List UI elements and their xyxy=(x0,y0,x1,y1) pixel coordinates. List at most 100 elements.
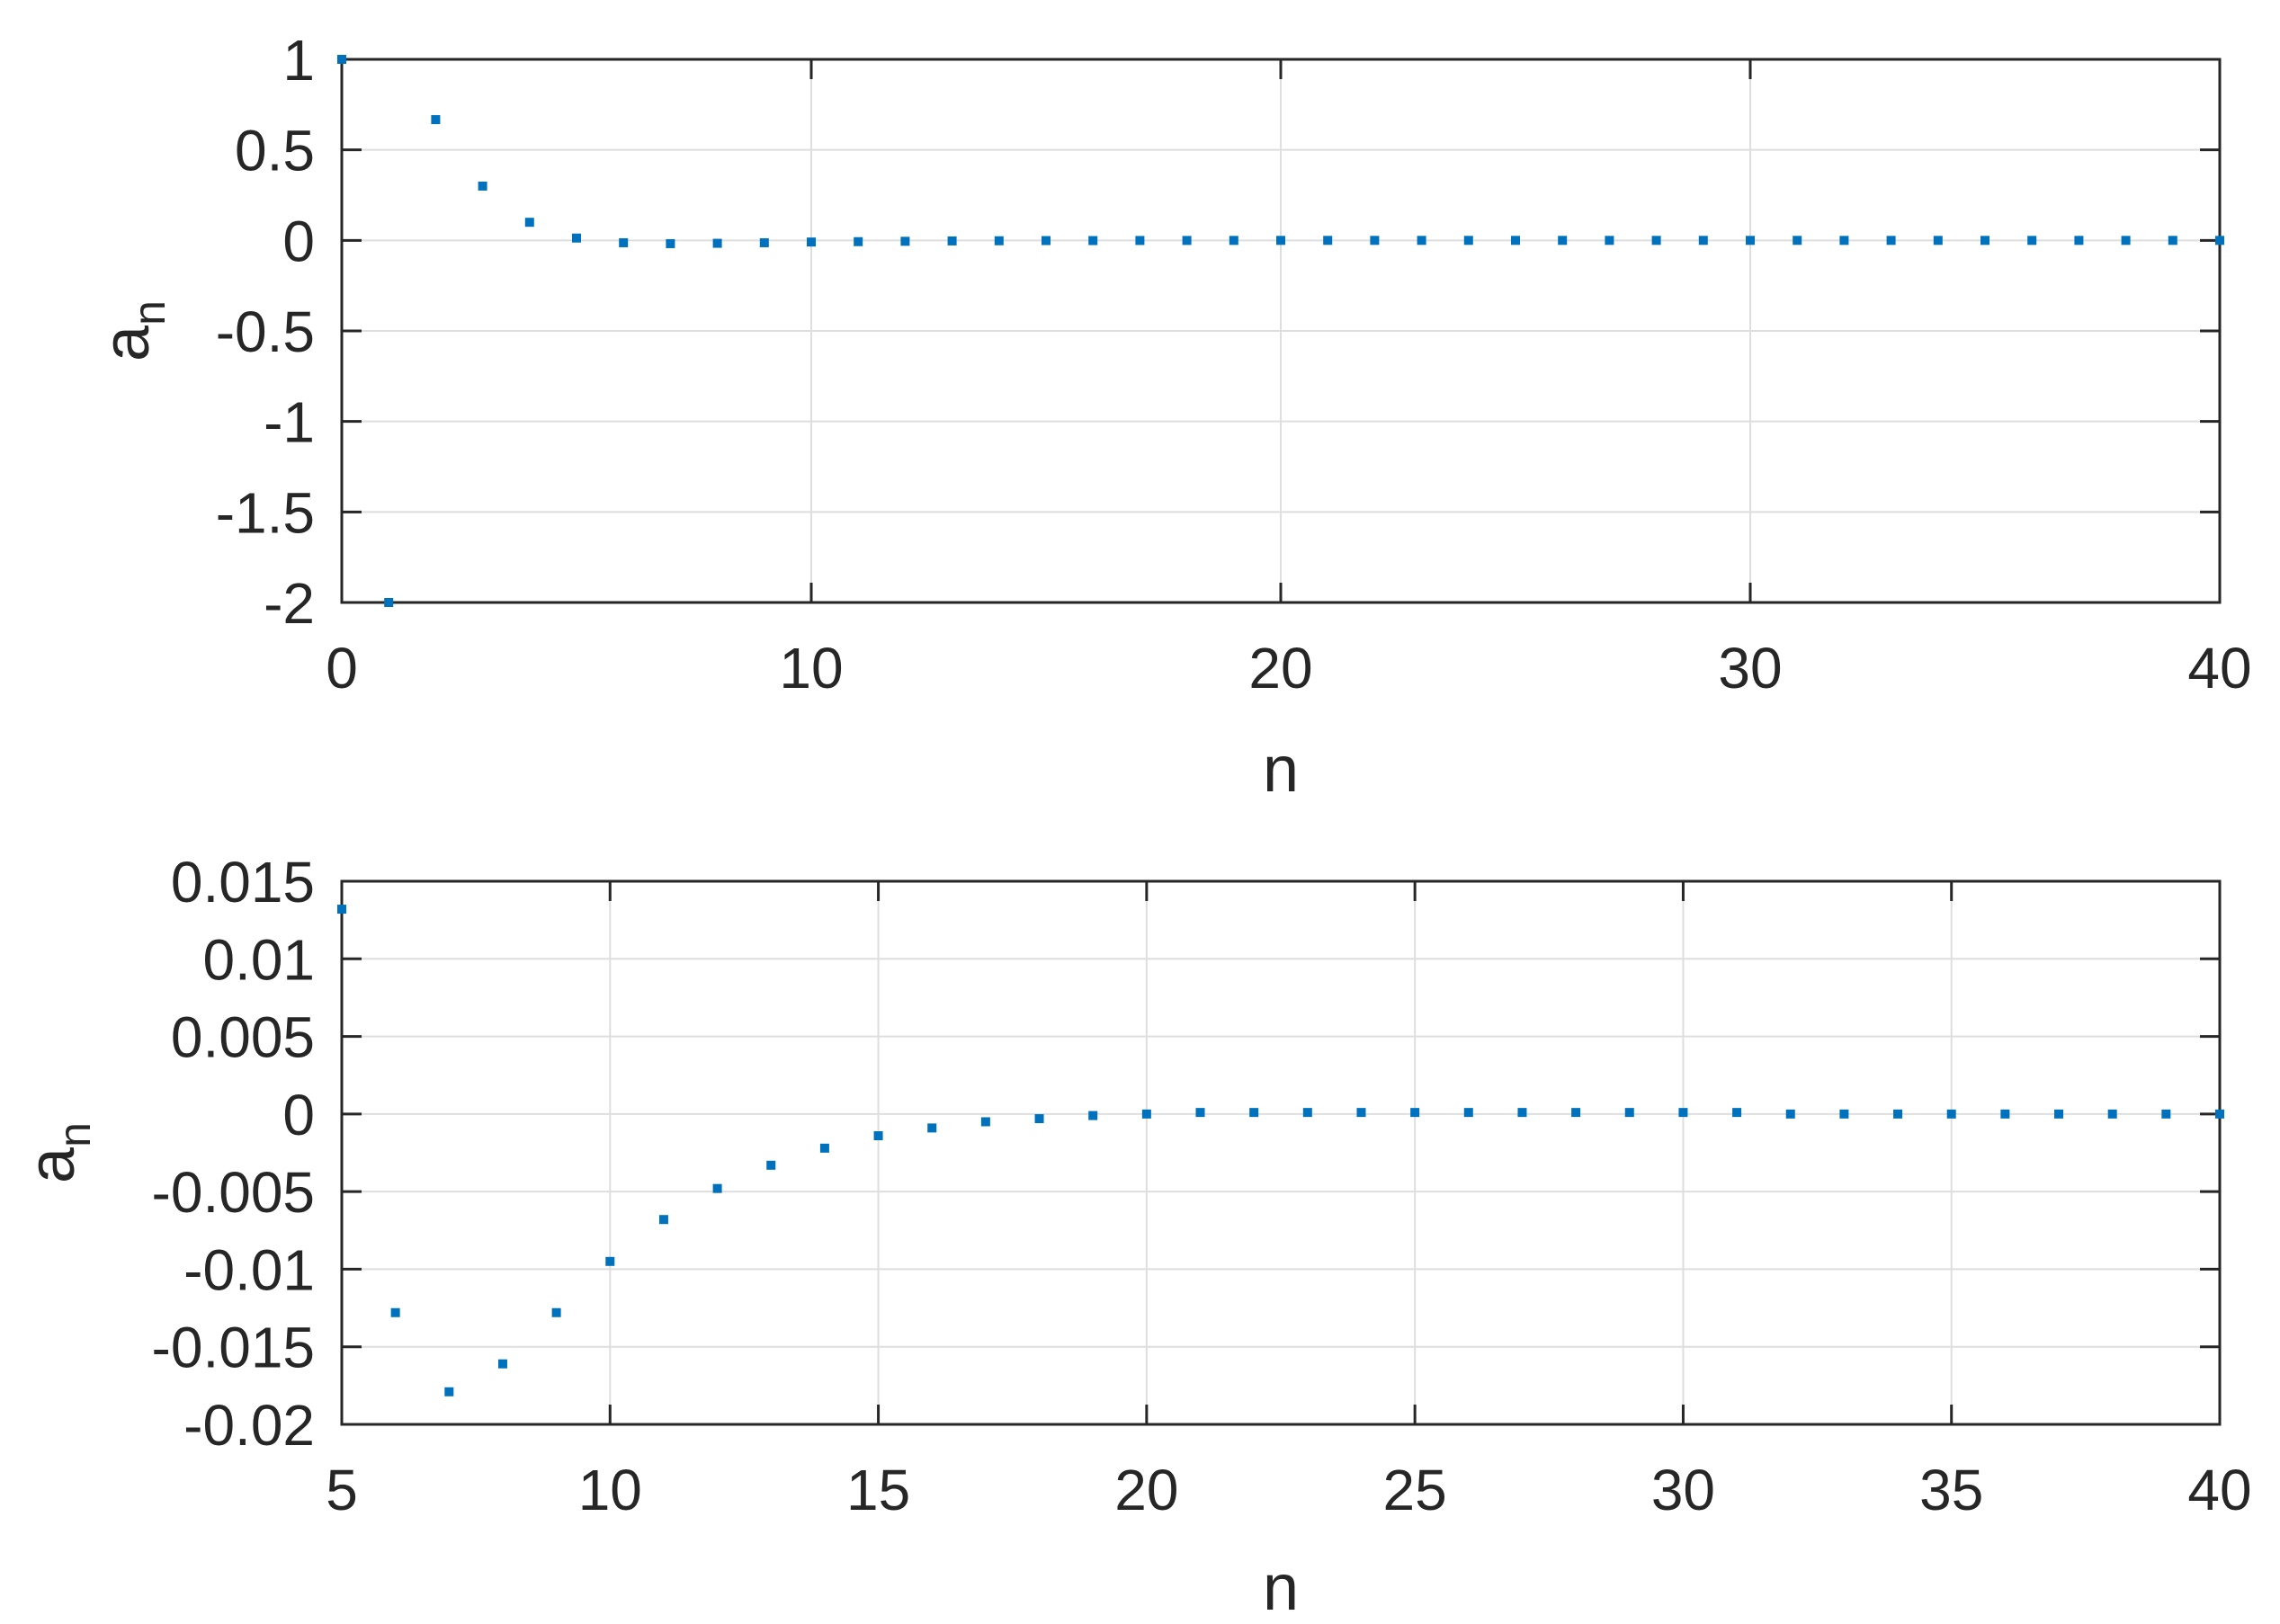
data-point xyxy=(1517,1108,1527,1118)
y-axis-label-subscript: n xyxy=(49,1122,100,1147)
bottom-plot: 5 10 15 20 25 30 35 40 0.015 0.01 0.005 0 -0.005 -0.0… xyxy=(16,850,2252,1624)
data-point xyxy=(551,1307,561,1317)
y-tick-label: -1.5 xyxy=(216,480,315,545)
x-tick-label: 10 xyxy=(578,1458,642,1522)
data-point xyxy=(1323,236,1333,245)
data-point xyxy=(1839,1109,1849,1119)
y-tick-label: -1 xyxy=(264,390,315,455)
y-tick-label: 0.5 xyxy=(235,119,315,183)
data-point xyxy=(390,1307,400,1317)
data-point xyxy=(1558,236,1568,245)
data-point xyxy=(1276,236,1285,245)
data-point xyxy=(2074,236,2084,245)
data-point xyxy=(900,236,910,246)
data-point xyxy=(1893,1109,1903,1119)
data-point xyxy=(337,905,346,915)
y-axis-label-subscript: n xyxy=(124,300,174,326)
data-point xyxy=(524,218,534,228)
data-point xyxy=(994,236,1004,245)
data-point xyxy=(444,1387,454,1396)
data-point xyxy=(766,1160,776,1170)
data-point xyxy=(384,598,394,607)
data-point xyxy=(1980,236,1989,245)
y-axis-label: an xyxy=(91,300,174,361)
x-tick-label: 15 xyxy=(846,1458,910,1522)
data-point xyxy=(497,1359,507,1369)
data-point xyxy=(1135,236,1145,245)
data-point xyxy=(947,236,957,245)
data-point xyxy=(1785,1109,1795,1119)
data-point xyxy=(1793,236,1802,245)
data-point xyxy=(2000,1109,2010,1119)
data-point xyxy=(1463,1108,1473,1118)
y-tick-label: -2 xyxy=(264,571,315,636)
data-point xyxy=(1370,236,1380,245)
data-point xyxy=(1678,1108,1688,1118)
x-tick-label: 25 xyxy=(1383,1458,1447,1522)
x-tick-label: 30 xyxy=(1651,1458,1715,1522)
x-tick-label: 40 xyxy=(2187,636,2251,700)
data-point xyxy=(2215,1109,2224,1119)
y-axis-label-main: a xyxy=(91,325,163,361)
x-tick-label: 40 xyxy=(2187,1458,2251,1522)
data-point xyxy=(2107,1109,2117,1119)
x-tick-label: 20 xyxy=(1248,636,1312,700)
y-tick-label: 0.01 xyxy=(202,927,315,992)
x-axis-label: n xyxy=(1263,734,1299,806)
data-point xyxy=(1034,1114,1044,1124)
data-point xyxy=(2161,1109,2171,1119)
data-point xyxy=(619,237,629,247)
data-point xyxy=(980,1117,990,1127)
data-point xyxy=(819,1143,829,1153)
data-point xyxy=(1356,1108,1366,1118)
data-point xyxy=(2027,236,2037,245)
data-point xyxy=(1195,1108,1205,1118)
y-tick-label: 0 xyxy=(282,1083,315,1147)
x-tick-label: 30 xyxy=(1718,636,1782,700)
data-point xyxy=(712,238,722,248)
data-point xyxy=(1088,236,1098,245)
data-point xyxy=(2215,236,2224,245)
x-axis-label: n xyxy=(1263,1552,1299,1624)
data-point xyxy=(1886,236,1896,245)
data-point xyxy=(1182,236,1192,245)
data-point xyxy=(605,1256,615,1266)
data-point xyxy=(854,236,863,246)
data-point xyxy=(1410,1108,1420,1118)
y-tick-label: -0.015 xyxy=(152,1316,315,1380)
y-tick-label: 0.015 xyxy=(171,850,315,915)
y-tick-label: -0.5 xyxy=(216,299,315,364)
data-point xyxy=(759,237,769,247)
data-point xyxy=(1571,1108,1581,1118)
data-point xyxy=(2121,236,2131,245)
x-tick-label: 0 xyxy=(326,636,358,700)
data-point xyxy=(1651,236,1661,245)
y-axis-label-main: a xyxy=(16,1147,88,1183)
data-point xyxy=(666,238,675,248)
data-point xyxy=(337,55,346,64)
y-tick-label: 0 xyxy=(282,209,315,273)
data-point xyxy=(1088,1111,1098,1120)
data-point xyxy=(1511,236,1520,245)
x-tick-label: 5 xyxy=(326,1458,358,1522)
y-tick-label: -0.01 xyxy=(183,1237,315,1302)
data-point xyxy=(1698,236,1708,245)
data-point xyxy=(1463,236,1473,245)
data-point xyxy=(658,1215,668,1225)
data-point xyxy=(1746,236,1755,245)
axes-box xyxy=(340,879,2222,1426)
data-point xyxy=(1042,236,1051,245)
data-point xyxy=(1839,236,1849,245)
x-tick-label: 35 xyxy=(1919,1458,1983,1522)
data-point xyxy=(1249,1108,1259,1118)
data-point xyxy=(1933,236,1943,245)
y-tick-label: -0.02 xyxy=(183,1393,315,1458)
x-tick-label: 10 xyxy=(779,636,843,700)
data-point xyxy=(1141,1109,1151,1119)
x-tick-label: 20 xyxy=(1114,1458,1178,1522)
data-point xyxy=(712,1183,722,1193)
data-point xyxy=(431,115,441,125)
data-point xyxy=(1229,236,1238,245)
